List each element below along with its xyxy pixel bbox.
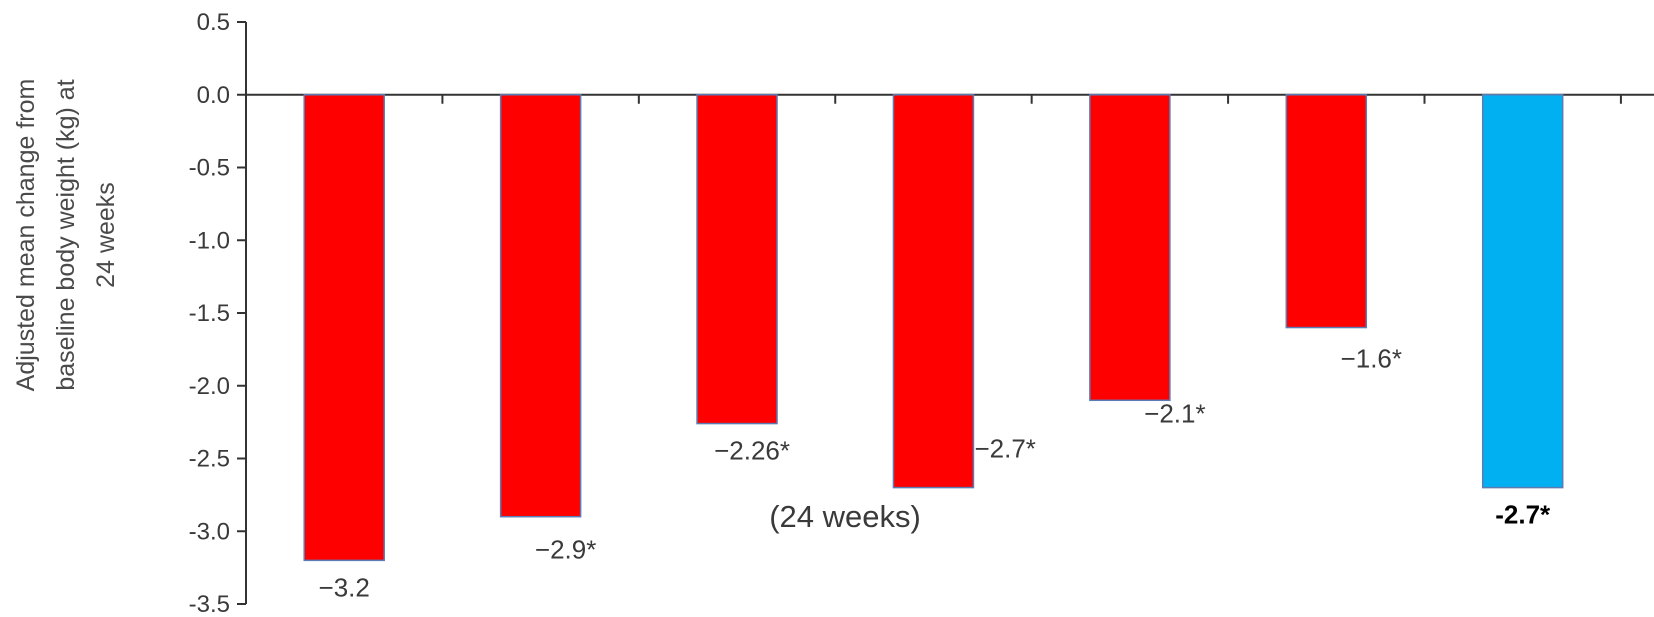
bar xyxy=(892,94,975,489)
data-labels: −3.2 −2.9* −2.26* −2.7* −2.1* −1.6* -2.7* xyxy=(319,344,1552,603)
data-label: -2.7* xyxy=(1495,500,1551,530)
data-label: −2.7* xyxy=(974,434,1035,464)
data-label: −3.2 xyxy=(319,572,370,602)
y-tick-label: -1.0 xyxy=(189,227,230,254)
y-tick-label: -1.5 xyxy=(189,300,230,327)
y-axis-label-line: Adjusted mean change from xyxy=(12,79,40,392)
bar xyxy=(303,94,385,562)
y-tick-label: -3.5 xyxy=(189,591,230,617)
chart-annotation: (24 weeks) xyxy=(769,499,921,534)
y-tick-label: 0.0 xyxy=(197,82,230,109)
data-label: −1.6* xyxy=(1341,344,1402,374)
bar xyxy=(499,94,582,518)
y-tick-label: -3.0 xyxy=(189,518,230,545)
y-axis-label-line: 24 weeks xyxy=(92,182,120,288)
data-label: −2.1* xyxy=(1144,398,1205,428)
y-axis-label: Adjusted mean change from baseline body w… xyxy=(12,79,120,392)
bars xyxy=(303,94,1564,562)
bar xyxy=(1089,94,1171,402)
y-axis: 0.5 0.0 -0.5 -1.0 -1.5 -2.0 -2.5 -3.0 -3.5 xyxy=(189,9,247,617)
y-tick-label: -2.0 xyxy=(189,373,230,400)
y-axis-label-line: baseline body weight (kg) at xyxy=(52,79,80,390)
y-tick-label: -0.5 xyxy=(189,155,230,182)
bar xyxy=(1481,94,1564,489)
data-label: −2.9* xyxy=(535,535,596,565)
y-tick-label: -2.5 xyxy=(189,446,230,473)
bar xyxy=(1285,94,1368,329)
y-tick-label: 0.5 xyxy=(197,9,230,36)
bar xyxy=(696,94,778,425)
data-label: −2.26* xyxy=(714,436,790,466)
